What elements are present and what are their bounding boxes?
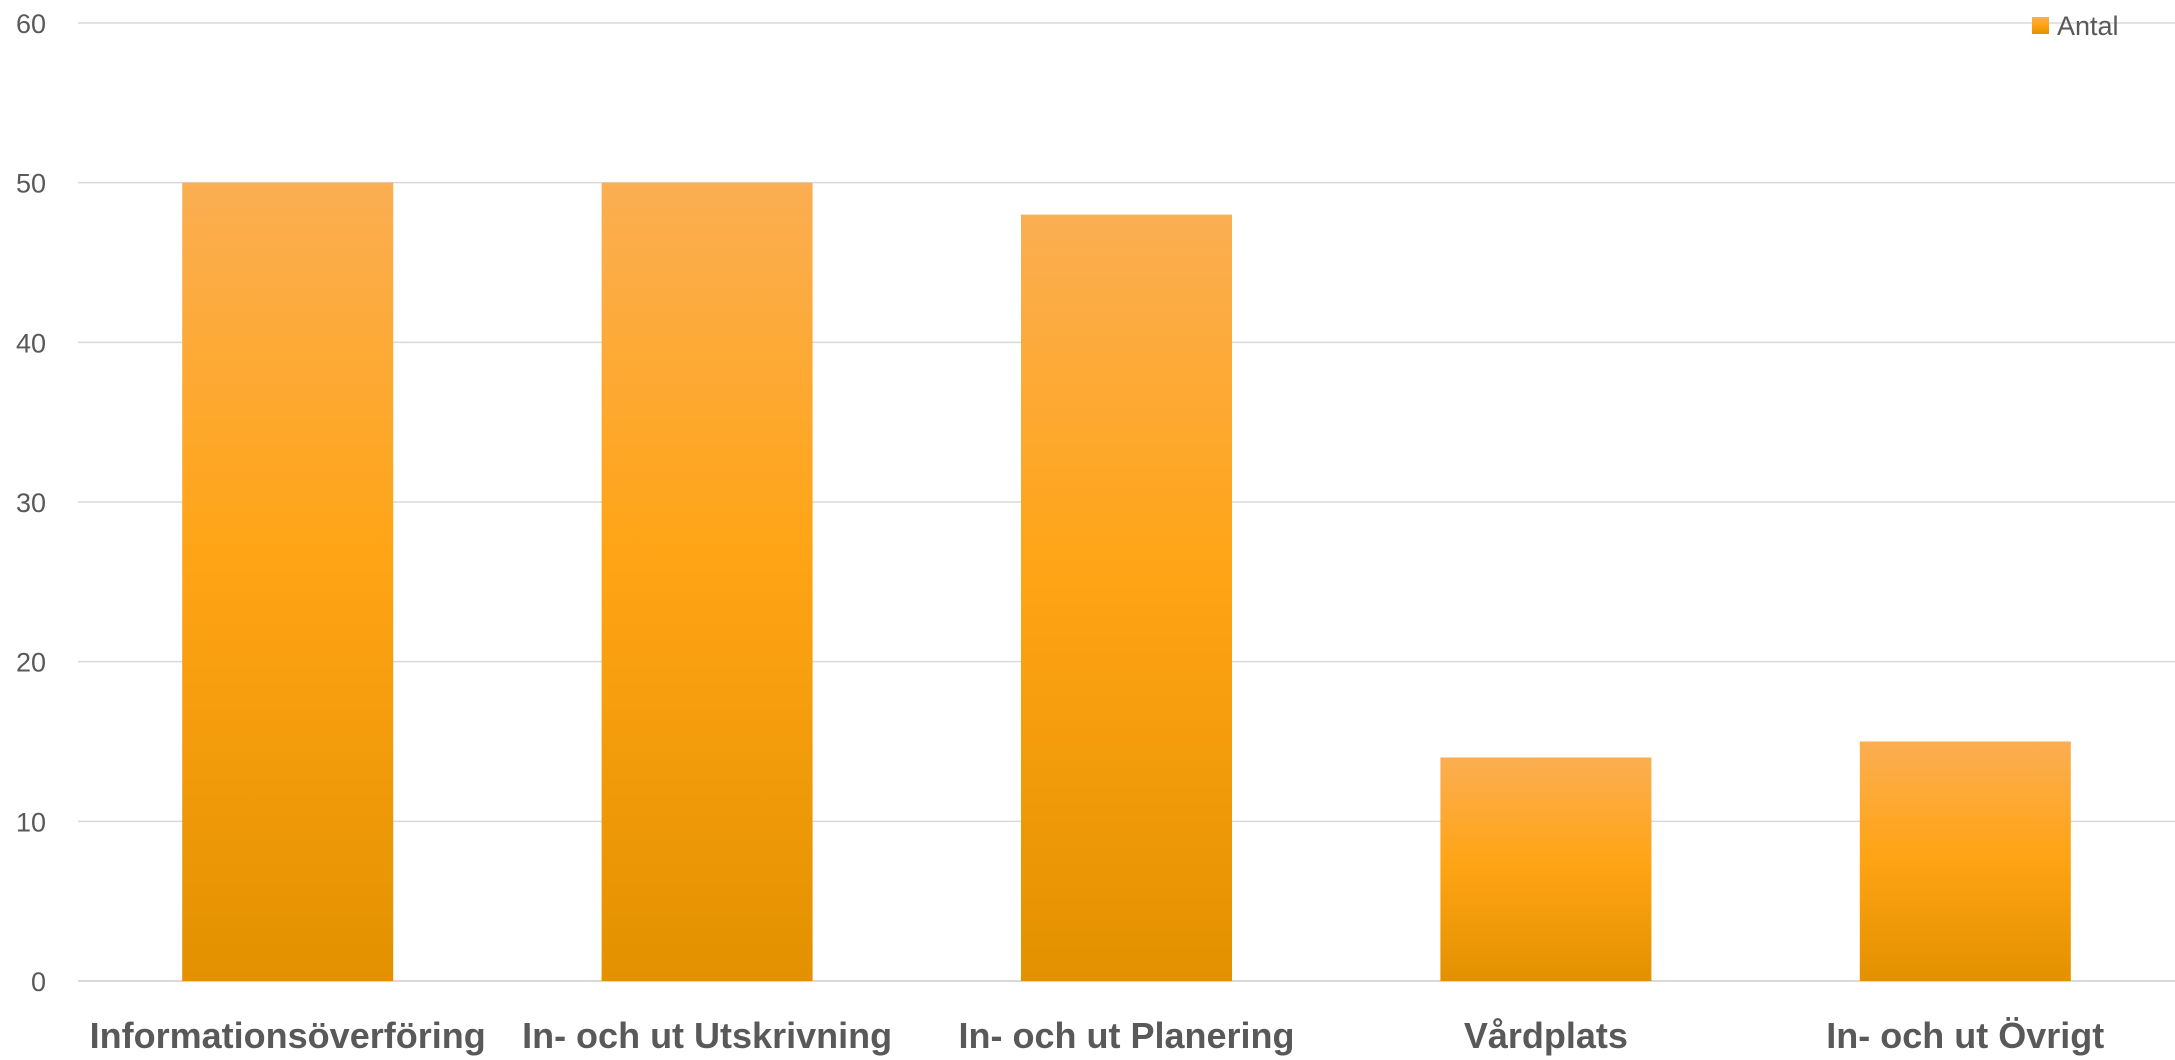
legend-label-antal: Antal xyxy=(2057,11,2119,41)
bar xyxy=(182,182,394,981)
y-tick-label: 0 xyxy=(31,967,46,997)
y-tick-label: 10 xyxy=(16,807,46,837)
y-tick-label: 50 xyxy=(16,169,46,199)
legend-swatch-antal xyxy=(2032,17,2049,34)
bar xyxy=(1859,741,2071,981)
y-tick-label: 30 xyxy=(16,488,46,518)
x-axis-category-labels: Informationsöverföring In- och ut Utskriv… xyxy=(90,1015,2105,1056)
bar xyxy=(1440,757,1652,981)
y-axis-tick-labels: 0 10 20 30 40 50 60 xyxy=(16,9,46,997)
x-category-label: In- och ut Utskrivning xyxy=(522,1015,892,1056)
bar xyxy=(601,182,813,981)
x-category-label: Informationsöverföring xyxy=(90,1015,486,1056)
x-category-label: In- och ut Övrigt xyxy=(1826,1015,2104,1056)
y-tick-label: 60 xyxy=(16,9,46,39)
bar xyxy=(1021,214,1232,982)
bars xyxy=(182,182,2071,982)
x-category-label: In- och ut Planering xyxy=(958,1015,1294,1056)
x-category-label: Vårdplats xyxy=(1464,1015,1628,1056)
y-tick-label: 20 xyxy=(16,648,46,678)
y-tick-label: 40 xyxy=(16,328,46,358)
legend: Antal xyxy=(2032,11,2119,41)
